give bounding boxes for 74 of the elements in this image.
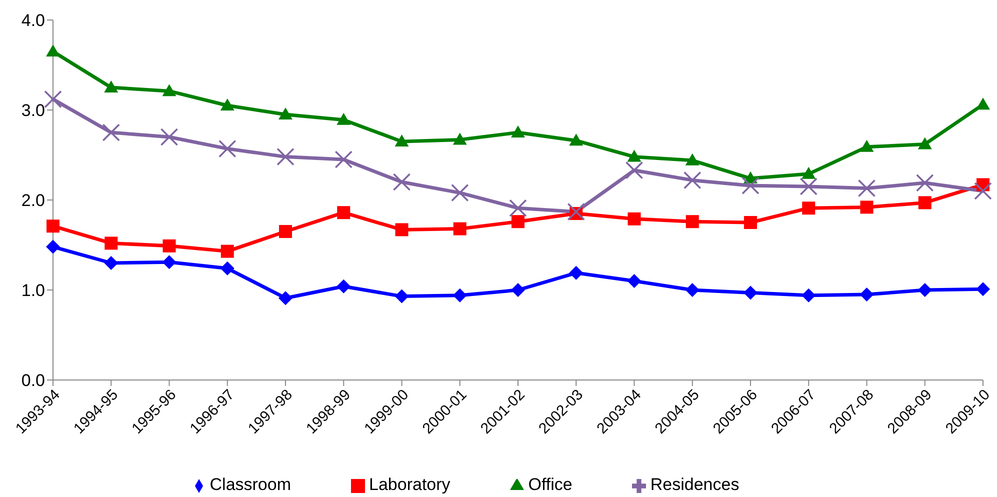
- point: [744, 216, 757, 229]
- point: [46, 220, 60, 233]
- point: [686, 215, 699, 228]
- point: [392, 173, 411, 191]
- point: [685, 283, 700, 297]
- point: [394, 134, 409, 146]
- point: [858, 179, 876, 198]
- point: [918, 283, 932, 297]
- point: [276, 148, 294, 166]
- point: [976, 98, 990, 110]
- point: [337, 206, 350, 220]
- point: [452, 132, 467, 145]
- point: [627, 274, 642, 288]
- legend-label: Classroom: [210, 475, 292, 494]
- point: [744, 286, 758, 300]
- point: [628, 212, 641, 226]
- point: [336, 279, 351, 294]
- point: [279, 225, 292, 238]
- point: [683, 171, 702, 190]
- point: [160, 128, 178, 146]
- point: [860, 140, 874, 152]
- point: [278, 108, 292, 120]
- point: [976, 282, 990, 296]
- point: [162, 84, 176, 96]
- point: [336, 112, 351, 125]
- point: [334, 150, 353, 168]
- point: [450, 184, 469, 202]
- point: [104, 256, 118, 270]
- point: [162, 255, 176, 270]
- point: [104, 236, 118, 250]
- point: [918, 137, 932, 150]
- point: [569, 266, 584, 280]
- point: [511, 283, 525, 297]
- point: [802, 288, 816, 302]
- point: [453, 222, 466, 236]
- point: [802, 166, 816, 179]
- point: [569, 134, 584, 146]
- legend-label: Laboratory: [369, 475, 450, 494]
- point: [916, 174, 934, 192]
- point: [218, 140, 236, 158]
- point: [685, 153, 700, 166]
- point: [278, 291, 292, 306]
- point: [452, 288, 467, 302]
- point: [860, 200, 874, 214]
- point: [104, 80, 118, 92]
- point: [511, 126, 525, 138]
- point: [974, 182, 992, 200]
- point: [918, 196, 932, 210]
- point: [625, 161, 644, 180]
- point: [394, 289, 409, 304]
- y-tick-label: 3.0: [21, 101, 45, 120]
- point: [44, 90, 62, 108]
- point: [46, 240, 60, 254]
- point: [627, 150, 642, 162]
- point: [509, 199, 527, 217]
- point: [742, 176, 760, 194]
- point: [860, 288, 874, 302]
- legend-label: Office: [528, 475, 572, 494]
- y-tick-label: 4.0: [21, 11, 45, 30]
- point: [395, 223, 408, 236]
- y-tick-label: 0.0: [21, 371, 45, 390]
- y-tick-label: 2.0: [21, 191, 45, 210]
- y-tick-label: 1.0: [21, 281, 45, 300]
- point: [800, 178, 818, 196]
- point: [46, 44, 60, 56]
- point: [220, 98, 234, 110]
- point: [512, 215, 524, 228]
- legend-label: Residences: [650, 475, 740, 494]
- point: [102, 124, 120, 142]
- point: [567, 202, 586, 221]
- point: [220, 261, 234, 276]
- point: [162, 239, 176, 252]
- point: [220, 244, 234, 258]
- point: [802, 202, 816, 215]
